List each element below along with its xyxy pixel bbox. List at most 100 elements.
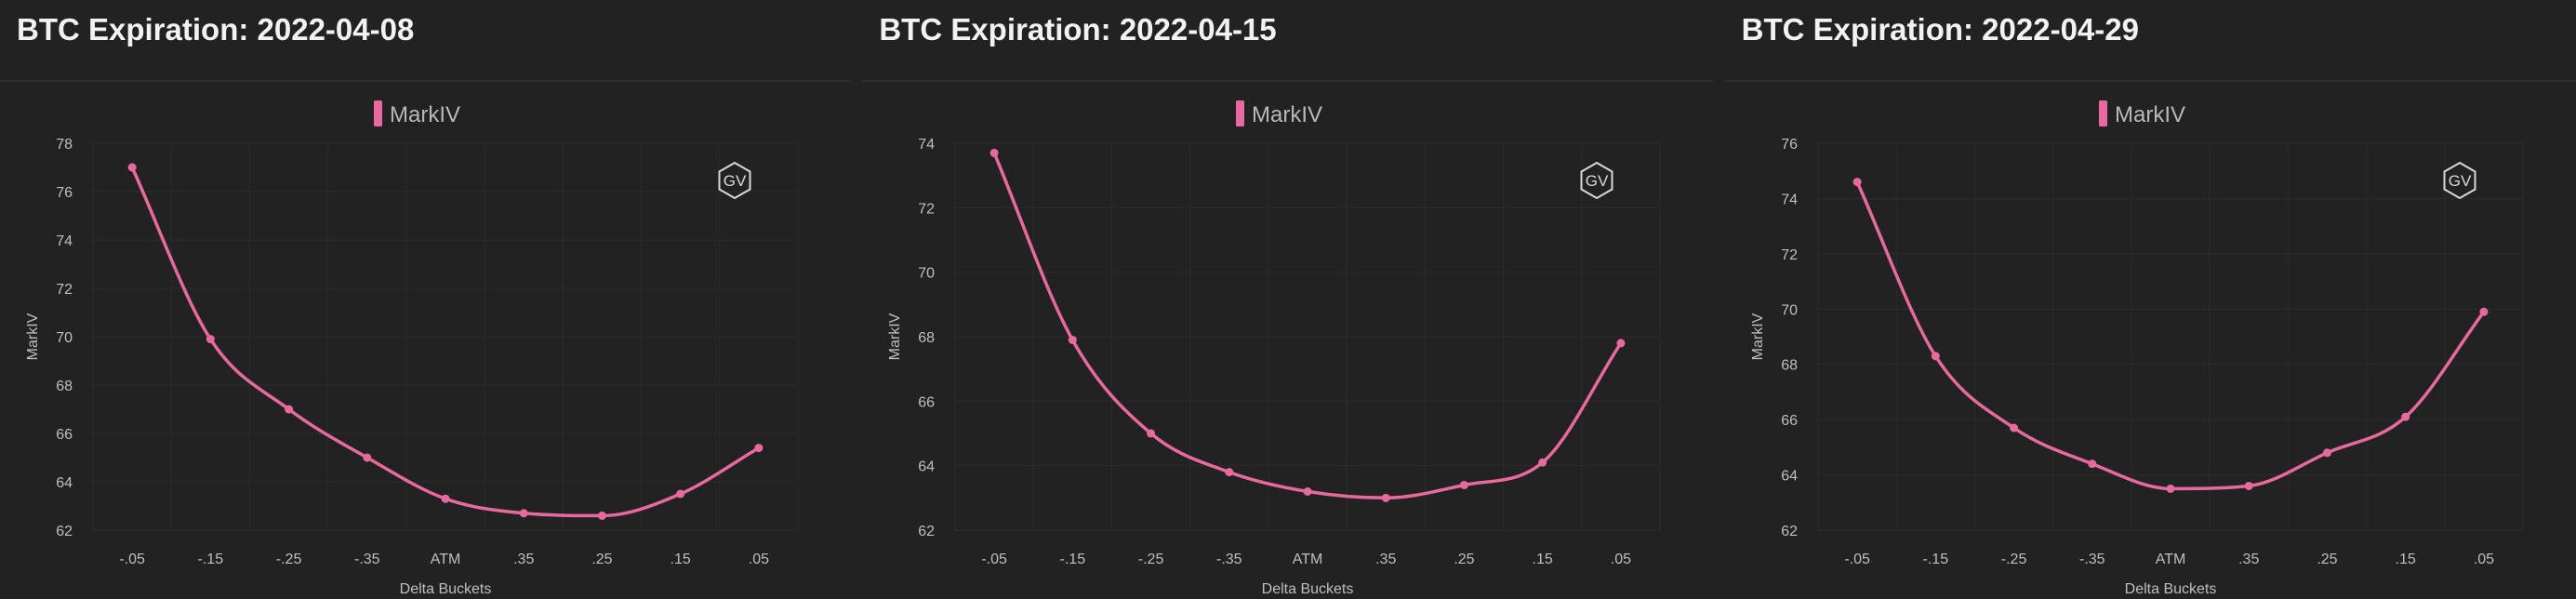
series-line bbox=[992, 151, 1623, 500]
logo-hexagon-icon bbox=[1580, 161, 1613, 200]
x-tick-label: .25 bbox=[591, 552, 612, 567]
x-tick-label: -.05 bbox=[982, 552, 1008, 567]
x-axis-title: Delta Buckets bbox=[1262, 581, 1354, 597]
x-tick-label: -.25 bbox=[1138, 552, 1164, 567]
y-tick-label: 66 bbox=[1781, 413, 1798, 429]
y-tick-label: 76 bbox=[1781, 137, 1798, 153]
data-point bbox=[1460, 480, 1469, 489]
data-point bbox=[2009, 423, 2018, 433]
logo: GV bbox=[2443, 161, 2476, 200]
y-tick-label: 70 bbox=[1781, 302, 1798, 318]
x-tick-label: -.05 bbox=[119, 552, 145, 567]
x-tick-label: -.35 bbox=[1216, 552, 1242, 567]
y-tick-label: 72 bbox=[56, 282, 73, 298]
data-point bbox=[519, 509, 528, 518]
y-tick-label: 74 bbox=[1781, 192, 1798, 207]
chart-panel-2: BTC Expiration: 2022-04-15 62 64 66 68 70 72 7… bbox=[862, 0, 1714, 599]
logo-text: GV bbox=[1586, 172, 1609, 190]
grid bbox=[954, 142, 1661, 531]
y-tick-label: 64 bbox=[56, 475, 73, 491]
y-tick-label: 78 bbox=[56, 137, 73, 153]
x-tick-label: -.15 bbox=[198, 552, 224, 567]
x-tick-label: .15 bbox=[671, 552, 691, 567]
series-line bbox=[1855, 180, 2486, 491]
panel-title: BTC Expiration: 2022-04-08 bbox=[17, 12, 415, 47]
x-tick-label: .35 bbox=[513, 552, 534, 567]
panel-header: BTC Expiration: 2022-04-29 bbox=[1724, 0, 2576, 82]
data-point bbox=[2166, 484, 2175, 493]
y-axis-title: MarkIV bbox=[25, 313, 41, 360]
y-tick-label: 68 bbox=[56, 379, 73, 394]
markiv-chart: 62 64 66 68 70 72 74 76 78 -.05 -.15 -.25 -.35 ATM .35… bbox=[25, 100, 799, 597]
x-tick-label: .35 bbox=[2238, 552, 2259, 567]
y-tick-label: 62 bbox=[56, 524, 73, 539]
logo-hexagon-icon bbox=[718, 161, 751, 200]
y-tick-label: 74 bbox=[919, 137, 936, 153]
y-axis-title: MarkIV bbox=[887, 313, 903, 360]
data-point bbox=[1225, 468, 1234, 477]
y-tick-label: 72 bbox=[1781, 247, 1798, 263]
y-tick-label: 66 bbox=[919, 394, 936, 410]
chart-area: 62 64 66 68 70 72 74 76 -.05 -.15 -.25 -.35 ATM .35 .2… bbox=[1725, 84, 2576, 599]
y-tick-label: 70 bbox=[919, 266, 936, 282]
x-tick-label: -.35 bbox=[2079, 552, 2105, 567]
data-point bbox=[2322, 448, 2331, 458]
logo: GV bbox=[718, 161, 751, 200]
legend: MarkIV bbox=[374, 100, 460, 127]
x-tick-label: -.15 bbox=[1060, 552, 1086, 567]
x-tick-label: .25 bbox=[1454, 552, 1475, 567]
y-tick-label: 70 bbox=[56, 330, 73, 346]
data-point bbox=[1382, 493, 1391, 502]
panel-header: BTC Expiration: 2022-04-15 bbox=[862, 0, 1714, 82]
data-point bbox=[1852, 178, 1862, 187]
x-tick-label: ATM bbox=[1293, 552, 1323, 567]
data-point bbox=[676, 489, 685, 499]
data-point bbox=[285, 405, 294, 414]
y-tick-label: 68 bbox=[1781, 358, 1798, 374]
y-tick-label: 74 bbox=[56, 233, 73, 249]
chart-area: 62 64 66 68 70 72 74 -.05 -.15 -.25 -.35 ATM .35 .25.… bbox=[862, 84, 1734, 599]
data-point bbox=[206, 335, 215, 344]
x-tick-label: -.25 bbox=[2000, 552, 2026, 567]
chart-panel-3: BTC Expiration: 2022-04-29 62 64 66 68 70 72 7… bbox=[1724, 0, 2576, 599]
legend-swatch bbox=[374, 100, 382, 126]
legend-label: MarkIV bbox=[390, 102, 460, 127]
data-point bbox=[1538, 458, 1547, 467]
data-point bbox=[441, 494, 450, 503]
x-tick-label: ATM bbox=[431, 552, 461, 567]
data-point bbox=[2479, 307, 2489, 316]
y-tick-label: 62 bbox=[919, 524, 936, 539]
data-point bbox=[2400, 412, 2410, 421]
x-tick-label: .25 bbox=[2317, 552, 2337, 567]
y-tick-label: 62 bbox=[1781, 524, 1798, 539]
x-tick-label: .15 bbox=[2395, 552, 2415, 567]
logo: GV bbox=[1580, 161, 1613, 200]
data-point bbox=[363, 453, 372, 462]
legend-label: MarkIV bbox=[2115, 102, 2185, 127]
y-tick-label: 68 bbox=[919, 330, 936, 346]
y-tick-label: 64 bbox=[1781, 469, 1798, 485]
panel-title: BTC Expiration: 2022-04-15 bbox=[879, 12, 1277, 47]
y-tick-label: 76 bbox=[56, 185, 73, 201]
data-point bbox=[597, 511, 606, 520]
y-tick-label: 72 bbox=[919, 201, 936, 217]
x-tick-label: .05 bbox=[749, 552, 769, 567]
x-tick-label: ATM bbox=[2155, 552, 2185, 567]
legend: MarkIV bbox=[2098, 100, 2185, 127]
y-tick-label: 66 bbox=[56, 427, 73, 443]
data-point bbox=[2087, 459, 2096, 469]
data-point bbox=[989, 148, 999, 157]
chart-panel-1: BTC Expiration: 2022-04-08 62 64 66 68 70 72 7… bbox=[0, 0, 852, 599]
data-point bbox=[1931, 352, 1940, 361]
x-tick-label: -.05 bbox=[1844, 552, 1870, 567]
x-tick-label: -.15 bbox=[1922, 552, 1948, 567]
x-tick-label: .15 bbox=[1533, 552, 1553, 567]
panel-title: BTC Expiration: 2022-04-29 bbox=[1741, 12, 2139, 47]
logo-hexagon-icon bbox=[2443, 161, 2476, 200]
x-axis-title: Delta Buckets bbox=[400, 581, 492, 597]
markiv-chart: 62 64 66 68 70 72 74 -.05 -.15 -.25 -.35 ATM .35 .25.… bbox=[887, 100, 1661, 597]
data-point bbox=[1069, 335, 1078, 344]
legend-label: MarkIV bbox=[1252, 102, 1322, 127]
x-tick-label: .35 bbox=[1375, 552, 1396, 567]
